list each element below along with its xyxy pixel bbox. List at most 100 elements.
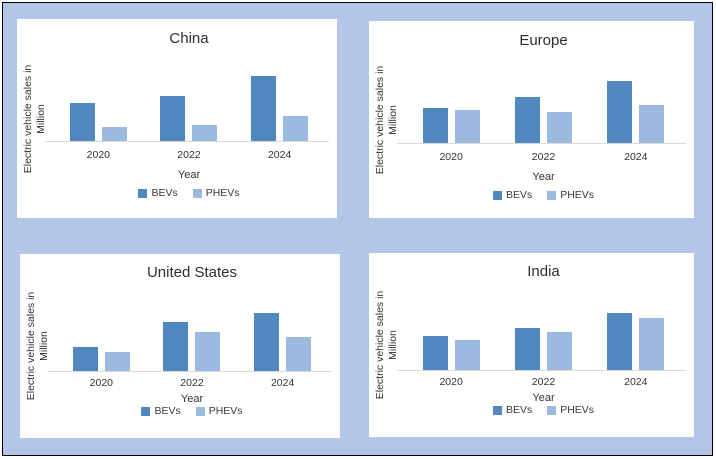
- x-tick-labels: 2020 2022 2024: [56, 377, 328, 389]
- bar-phevs-2022: [546, 332, 572, 370]
- bars-container: [405, 310, 682, 370]
- chart-title: India: [527, 263, 560, 280]
- y-axis-label: Electric vehicle sales in Million: [20, 254, 56, 438]
- chart-title: Europe: [519, 32, 568, 49]
- chart-panel-china: Electric vehicle sales in Million China …: [17, 19, 337, 218]
- legend-label-phevs: PHEVs: [208, 405, 243, 417]
- bar-group-2024: [607, 313, 665, 370]
- legend: BEVs PHEVs: [405, 404, 682, 416]
- bar-group-2020: [422, 108, 480, 143]
- bar-bevs-2024: [254, 313, 280, 371]
- y-axis-label-line2: Million: [38, 331, 50, 361]
- legend-label-phevs: PHEVs: [560, 189, 595, 201]
- chart-panel-europe: Electric vehicle sales in Million Europe…: [369, 21, 694, 218]
- legend-label-phevs: PHEVs: [205, 187, 240, 199]
- bar-phevs-2024: [283, 116, 309, 141]
- bar-group-2022: [160, 96, 218, 141]
- legend-swatch-phevs: [547, 405, 557, 415]
- legend-swatch-bevs: [492, 405, 502, 415]
- bar-bevs-2024: [607, 313, 633, 370]
- bar-group-2022: [514, 97, 572, 143]
- bar-phevs-2024: [639, 318, 665, 370]
- chart-panel-united-states: Electric vehicle sales in Million United…: [20, 254, 340, 438]
- bar-group-2024: [251, 76, 309, 141]
- chart-title: China: [169, 30, 209, 47]
- bar-bevs-2022: [163, 322, 189, 371]
- x-tick-label-2022: 2022: [177, 149, 201, 161]
- y-axis-label-line2: Million: [35, 103, 47, 134]
- chart-panel-india: Electric vehicle sales in Million India …: [369, 253, 694, 437]
- y-axis-label: Electric vehicle sales in Million: [17, 19, 53, 218]
- x-axis-line: [397, 370, 686, 371]
- x-tick-labels: 2020 2022 2024: [405, 376, 682, 388]
- x-tick-label-2024: 2024: [624, 376, 648, 388]
- bar-group-2020: [422, 336, 480, 370]
- bar-group-2024: [607, 81, 665, 143]
- bar-group-2024: [254, 313, 312, 371]
- bar-phevs-2024: [286, 337, 312, 371]
- x-axis-label: Year: [177, 169, 201, 181]
- legend-label-bevs: BEVs: [505, 189, 533, 201]
- x-axis-line: [48, 371, 332, 372]
- legend-swatch-bevs: [138, 188, 148, 198]
- bar-bevs-2022: [514, 328, 540, 370]
- y-axis-label-line2: Million: [387, 104, 399, 135]
- x-axis-label: Year: [532, 392, 555, 404]
- plot-area: [397, 75, 686, 144]
- plot-area: [45, 73, 329, 142]
- x-tick-label-2022: 2022: [531, 151, 556, 163]
- y-axis-label: Electric vehicle sales in Million: [369, 253, 405, 437]
- legend: BEVs PHEVs: [56, 405, 328, 417]
- bar-phevs-2020: [104, 352, 130, 371]
- bar-bevs-2022: [160, 96, 186, 141]
- bars-container: [53, 73, 325, 141]
- x-tick-labels: 2020 2022 2024: [53, 149, 325, 161]
- legend-label-bevs: BEVs: [151, 187, 178, 199]
- bar-group-2020: [72, 347, 130, 371]
- bars-container: [56, 311, 328, 371]
- x-tick-label-2020: 2020: [86, 149, 110, 161]
- y-axis-label-line1: Electric vehicle sales in: [22, 64, 34, 173]
- bars-container: [405, 75, 682, 143]
- chart-title: United States: [146, 264, 238, 281]
- y-axis-label-line1: Electric vehicle sales in: [374, 65, 386, 174]
- x-tick-label-2022: 2022: [180, 377, 204, 389]
- bar-phevs-2020: [454, 340, 480, 370]
- bar-bevs-2020: [72, 347, 98, 371]
- bar-phevs-2020: [101, 127, 127, 141]
- bar-bevs-2024: [251, 76, 277, 141]
- x-tick-label-2022: 2022: [531, 376, 556, 388]
- x-tick-label-2020: 2020: [89, 377, 113, 389]
- bar-group-2022: [163, 322, 221, 371]
- bar-group-2020: [69, 103, 127, 141]
- bar-phevs-2022: [195, 332, 221, 371]
- bar-bevs-2020: [422, 336, 448, 370]
- bar-bevs-2022: [514, 97, 540, 143]
- plot-area: [48, 311, 332, 372]
- legend-swatch-bevs: [492, 190, 502, 200]
- x-tick-label-2024: 2024: [270, 377, 295, 389]
- bar-phevs-2022: [546, 112, 572, 143]
- bar-group-2022: [514, 328, 572, 370]
- x-tick-labels: 2020 2022 2024: [405, 151, 682, 163]
- bar-bevs-2020: [69, 103, 95, 141]
- y-axis-label-line1: Electric vehicle sales in: [25, 291, 37, 401]
- bar-bevs-2024: [607, 81, 633, 143]
- legend-swatch-phevs: [192, 188, 202, 198]
- x-axis-label: Year: [180, 393, 204, 405]
- x-tick-label-2024: 2024: [624, 151, 648, 163]
- bar-bevs-2020: [422, 108, 448, 143]
- legend-label-phevs: PHEVs: [560, 404, 595, 416]
- x-axis-line: [397, 143, 686, 144]
- legend-swatch-bevs: [141, 406, 151, 416]
- x-tick-label-2024: 2024: [267, 149, 292, 161]
- plot-area: [397, 310, 686, 371]
- legend-label-bevs: BEVs: [505, 404, 533, 416]
- x-axis-label: Year: [532, 171, 555, 183]
- legend-label-bevs: BEVs: [154, 405, 181, 417]
- legend-swatch-phevs: [195, 406, 205, 416]
- x-axis-line: [45, 141, 329, 142]
- x-tick-label-2020: 2020: [439, 151, 463, 163]
- y-axis-label: Electric vehicle sales in Million: [369, 21, 405, 218]
